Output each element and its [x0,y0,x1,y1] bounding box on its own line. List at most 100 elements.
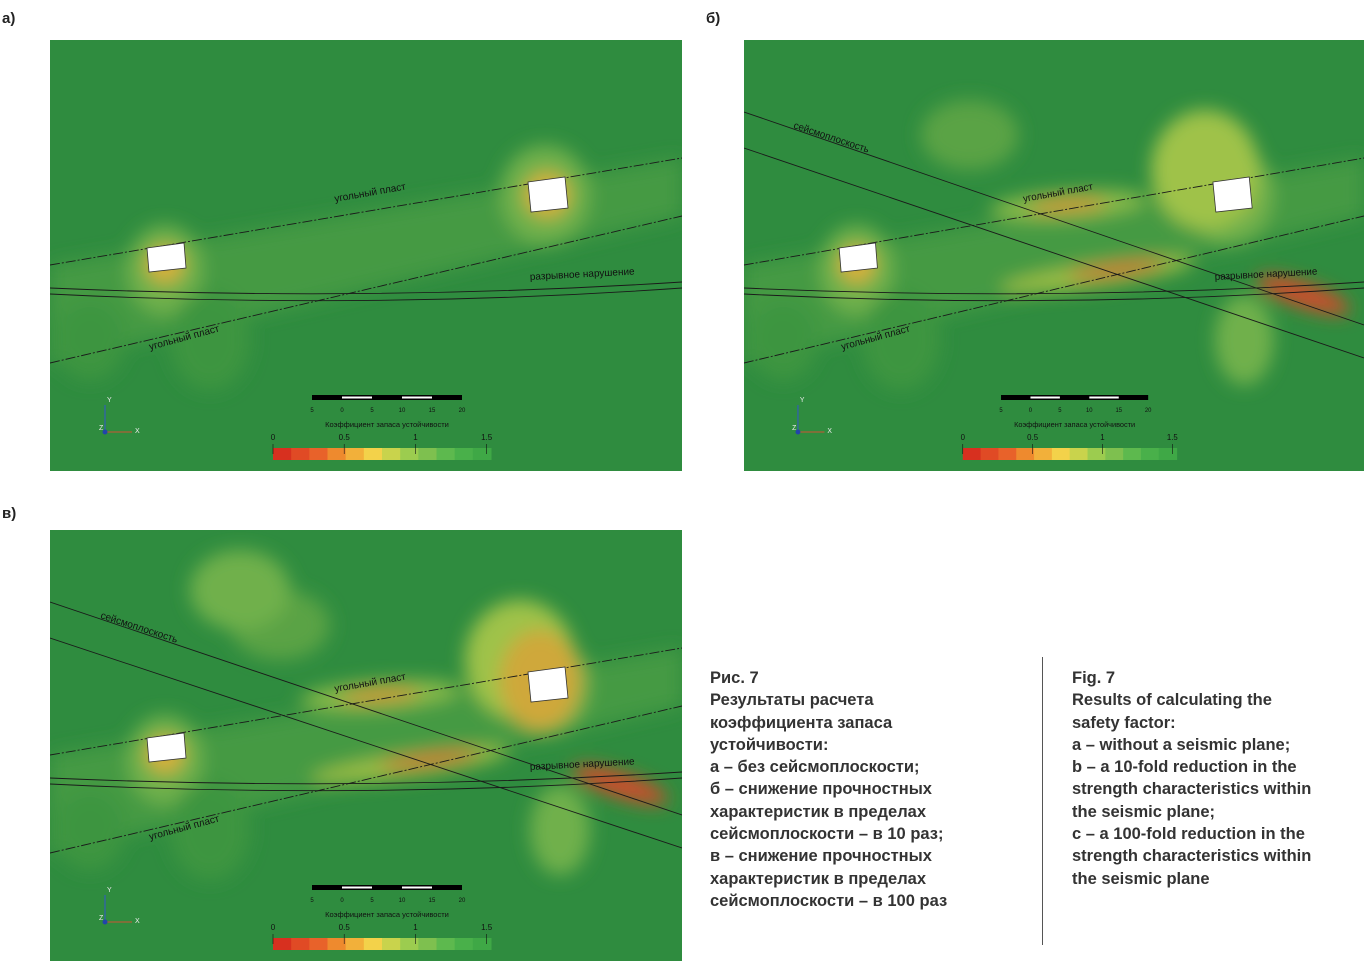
legend-swatch [436,448,456,460]
caption-line: б – снижение прочностных [710,780,932,799]
scale-tick: 10 [399,898,406,904]
scale-tick: 10 [399,408,406,414]
field [50,145,682,390]
scale-bar [1001,395,1149,400]
geology-line [50,601,682,816]
legend-swatch [436,938,456,950]
axis-label: X [827,428,832,435]
caption-line: the seismic plane [1072,869,1210,888]
scale-tick: 5 [1058,408,1062,414]
legend-swatch [345,448,365,460]
opening [527,666,569,703]
legend-tick: 1 [413,923,418,932]
field-zone [55,790,125,870]
legend-title: Коэффициент запаса устойчивости [325,910,449,919]
legend-swatch [1087,448,1106,460]
scale-seg [342,396,372,399]
field-zone [861,290,941,390]
legend-swatch [454,938,474,950]
scale-tick: 15 [1115,408,1122,414]
opening [146,732,187,763]
legend-tick: 1 [413,433,418,442]
scale-seg [402,396,432,399]
field-zone [190,550,290,630]
caption-line: c – a 100-fold reduction in the [1072,825,1305,844]
legend-tick: 1.5 [481,923,493,932]
scale-seg [1089,396,1119,399]
scale-seg [402,886,432,889]
opening [838,242,878,273]
legend-tick: 0.5 [339,923,351,932]
legend-tick: 0.5 [1027,433,1038,442]
scale-seg [1030,396,1060,399]
geology-line [744,157,1364,266]
geology-line [744,215,1364,364]
legend-swatch [363,448,383,460]
field-zone [530,785,590,875]
scale-tick: 0 [340,408,344,414]
annotation: разрывное нарушение [1214,266,1318,283]
legend-title: Коэффициент запаса устойчивости [1014,420,1135,429]
fault-line [744,281,1364,295]
scale-tick: 5 [999,408,1003,414]
legend-swatch [1140,448,1160,460]
legend-swatch [454,448,474,460]
legend-tick: 1.5 [481,433,493,442]
caption-line: устойчивости: [710,735,829,754]
legend-swatch [400,938,419,950]
legend-tick: 0.5 [339,433,351,442]
fault-line [50,287,682,302]
geology-line [50,637,682,849]
scale-tick: 20 [459,898,466,904]
field-zone [170,290,250,390]
legend-tick: 0 [271,923,276,932]
scale-tick: 15 [429,408,436,414]
legend-swatch [291,448,310,460]
geology-line [50,157,682,266]
opening [1212,176,1253,213]
legend-swatch [998,448,1017,460]
legend-tick: 0 [271,433,276,442]
field-zone [1256,275,1350,315]
caption-line: the seismic plane; [1072,802,1216,821]
axis-origin [795,429,801,435]
axis-label: Y [107,887,112,894]
legend-title: Коэффициент запаса устойчивости [325,420,449,429]
panel-label: в) [2,505,17,522]
scale-tick: 0 [1029,408,1033,414]
caption-line: сейсмоплоскости – в 10 раз; [710,825,944,844]
legend-swatch [418,448,437,460]
legend-swatch [309,938,328,950]
scale-tick: 5 [370,408,374,414]
scale-tick: 20 [1145,408,1152,414]
fault-line [744,287,1364,302]
field-zone [170,780,250,880]
caption-title: Рис. 7 [710,669,759,687]
legend-swatch [309,448,328,460]
divider [1042,657,1043,945]
legend-swatch [472,938,492,950]
panel-label: б) [706,10,721,27]
caption-line: safety factor: [1072,713,1176,732]
caption-line: характеристик в пределах [710,869,927,888]
scale-tick: 10 [1086,408,1093,414]
legend-swatch [382,938,401,950]
legend-swatch [291,938,310,950]
geology-line [50,647,682,756]
scale-tick: 5 [310,898,314,904]
field-zone [380,751,480,769]
field-zone [920,100,1019,170]
legend-swatch [327,448,347,460]
axis-origin [102,919,108,925]
legend-swatch [1051,448,1071,460]
legend-tick: 1.5 [1167,433,1178,442]
fault-line [50,281,682,295]
scale-tick: 0 [340,898,344,904]
caption-line: b – a 10-fold reduction in the [1072,758,1297,777]
fault-line [50,771,682,785]
caption-en: Fig. 7 Results of calculating the safety f… [1072,667,1311,890]
caption-line: Результаты расчета [710,691,874,710]
legend-swatch [327,938,347,950]
legend-swatch [345,938,365,950]
